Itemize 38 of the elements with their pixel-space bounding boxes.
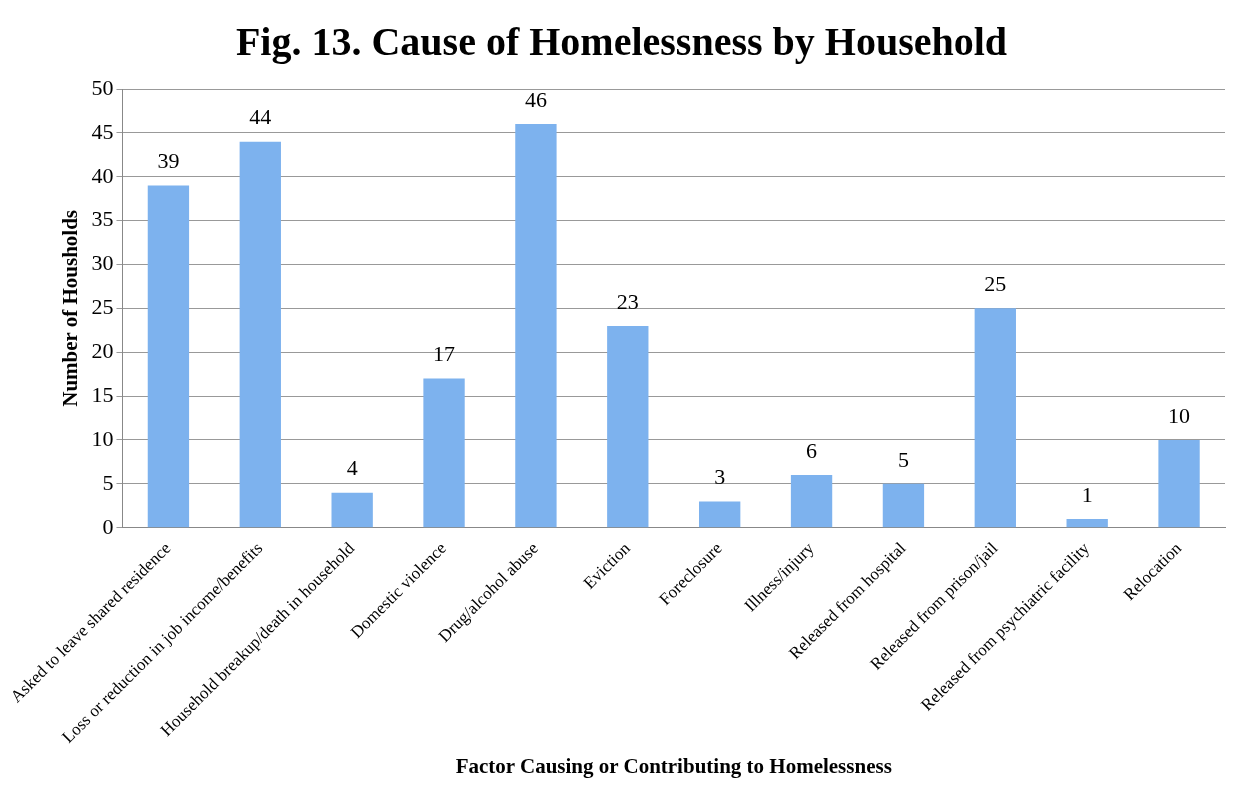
y-axis-title: Number of Housholds <box>58 209 83 407</box>
data-label: 3 <box>714 464 726 490</box>
y-tick-label: 45 <box>91 118 114 144</box>
y-tick-label: 50 <box>91 74 114 100</box>
bar <box>882 483 925 528</box>
data-label: 44 <box>249 104 272 130</box>
bar <box>423 378 465 528</box>
y-tick-label: 10 <box>91 425 114 451</box>
bar <box>147 185 190 528</box>
bar <box>1066 518 1108 528</box>
bar <box>515 124 557 528</box>
data-label: 6 <box>806 437 818 463</box>
y-tick-label: 30 <box>91 250 114 276</box>
y-tick-label: 15 <box>91 381 114 407</box>
data-label: 1 <box>1081 481 1093 507</box>
bar <box>239 141 281 528</box>
data-label: 23 <box>616 288 639 314</box>
bar <box>1158 440 1200 528</box>
data-label: 4 <box>346 455 358 481</box>
x-axis-title: Factor Causing or Contributing to Homelessness <box>455 753 892 778</box>
data-label: 10 <box>1168 402 1191 428</box>
bar <box>974 308 1016 528</box>
y-tick-label: 0 <box>102 513 114 539</box>
data-label: 25 <box>984 271 1007 297</box>
y-tick-label: 35 <box>91 206 114 232</box>
chart-title: Fig. 13. Cause of Homelessness by Household <box>235 19 1008 65</box>
data-label: 5 <box>897 446 909 472</box>
data-label: 46 <box>524 86 547 112</box>
y-tick-label: 20 <box>91 338 114 364</box>
y-tick-label: 40 <box>91 162 114 188</box>
y-tick-label: 25 <box>91 294 114 320</box>
y-tick-label: 5 <box>102 469 114 495</box>
bar <box>790 475 833 528</box>
bar <box>699 501 741 528</box>
bar <box>331 492 373 528</box>
data-label: 17 <box>433 341 456 367</box>
bar <box>607 325 649 528</box>
data-label: 39 <box>157 148 180 174</box>
